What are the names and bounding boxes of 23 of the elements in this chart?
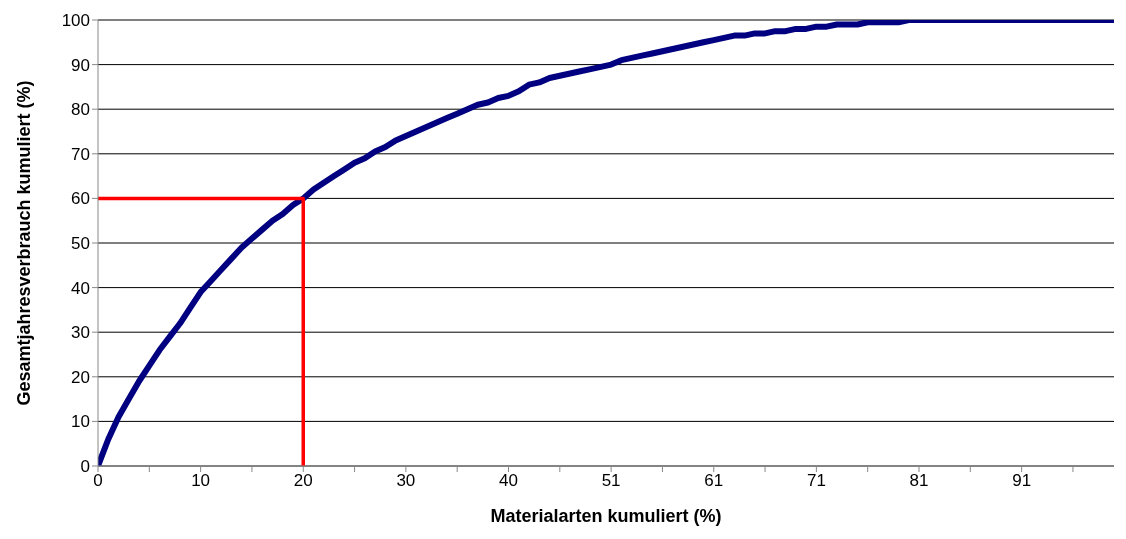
x-axis-title: Materialarten kumuliert (%) bbox=[490, 506, 722, 526]
x-tick-label: 61 bbox=[704, 471, 724, 491]
x-tick-label: 81 bbox=[909, 471, 929, 491]
y-tick-label: 20 bbox=[71, 367, 90, 387]
y-tick-label: 50 bbox=[71, 234, 90, 254]
y-tick-label: 60 bbox=[71, 189, 90, 209]
x-tick-label: 30 bbox=[396, 471, 416, 491]
y-tick-label: 10 bbox=[71, 412, 90, 432]
y-tick-label: 90 bbox=[71, 55, 90, 75]
y-tick-label: 100 bbox=[61, 11, 90, 31]
y-tick-label: 40 bbox=[71, 278, 90, 298]
x-tick-label: 71 bbox=[806, 471, 826, 491]
x-tick-label: 40 bbox=[499, 471, 518, 491]
y-tick-label: 30 bbox=[71, 323, 90, 343]
y-axis-title: Gesamtjahresverbrauch kumuliert (%) bbox=[14, 80, 35, 406]
y-tick-label: 80 bbox=[71, 100, 90, 120]
y-tick-label: 0 bbox=[80, 457, 90, 477]
x-tick-label: 91 bbox=[1012, 471, 1032, 491]
x-tick-label: 20 bbox=[293, 471, 313, 491]
x-tick-label: 51 bbox=[601, 471, 621, 491]
x-tick-label: 10 bbox=[191, 471, 211, 491]
y-tick-label: 70 bbox=[71, 144, 90, 164]
x-tick-label: 0 bbox=[93, 471, 103, 491]
